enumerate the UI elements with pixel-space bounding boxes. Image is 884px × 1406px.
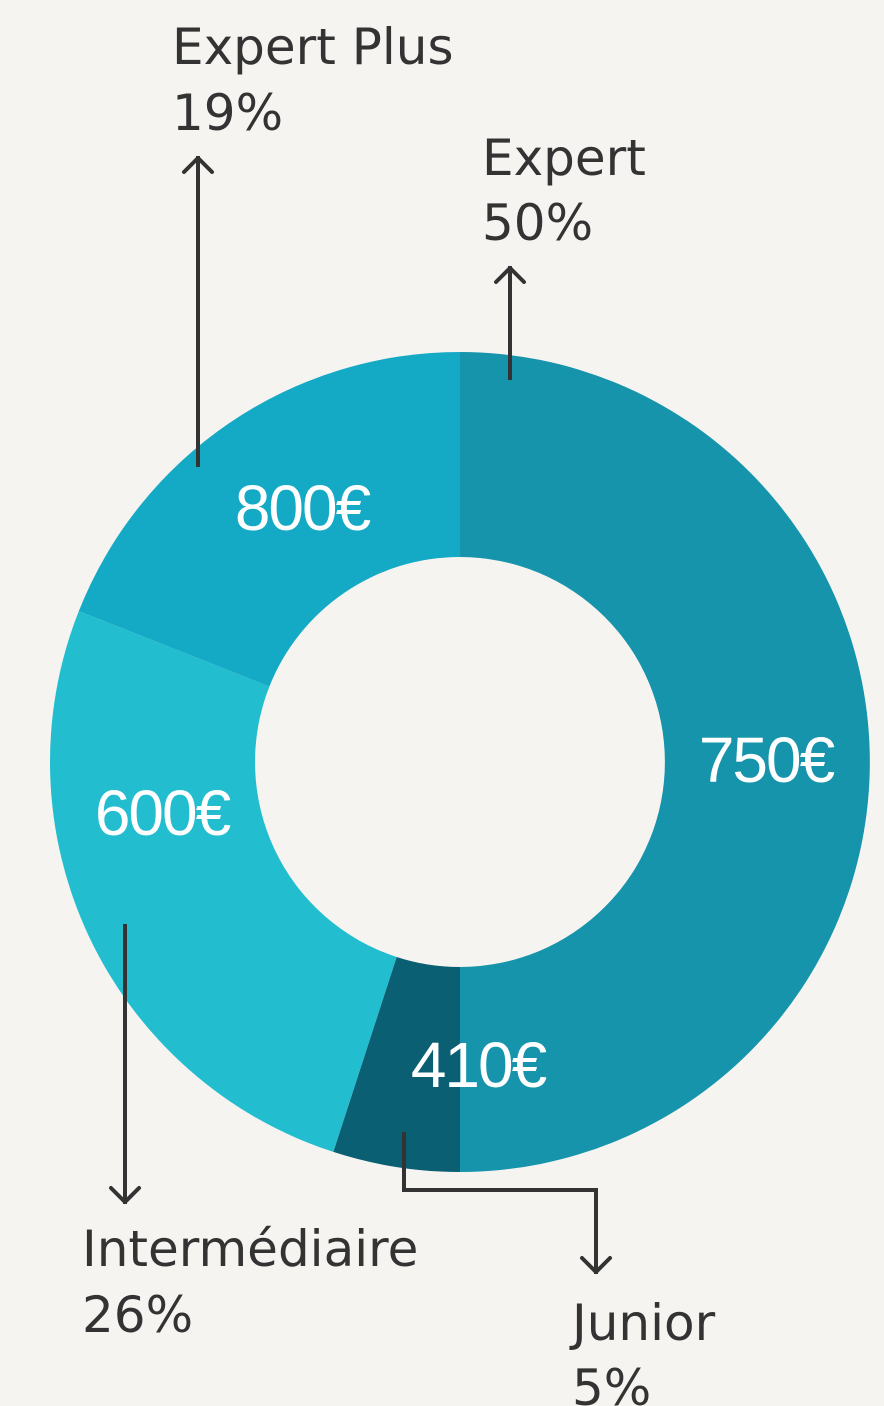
callout-name-expert: Expert [482, 129, 646, 187]
callout-percent-expert: 50% [482, 194, 593, 252]
callout-percent-intermediaire: 26% [82, 1286, 193, 1344]
callout-percent-junior: 5% [572, 1359, 651, 1406]
slice-value-label-intermediaire: 600€ [95, 777, 231, 849]
slice-expert-plus [78, 352, 461, 687]
callout-name-intermediaire: Intermédiaire [82, 1220, 418, 1278]
callout-arrow-junior [402, 1132, 598, 1274]
callout-arrowhead-junior [580, 1256, 612, 1274]
slice-value-label-expert: 750€ [699, 724, 835, 796]
callout-name-junior: Junior [569, 1294, 716, 1352]
callout-arrowhead-intermediaire [109, 1186, 141, 1204]
slice-value-label-junior: 410€ [411, 1029, 547, 1101]
slice-expert [460, 352, 870, 1172]
slice-intermediaire [49, 611, 397, 1152]
slice-value-label-expert-plus: 800€ [235, 472, 371, 544]
callout-percent-expert-plus: 19% [172, 84, 283, 142]
callout-arrowhead-expert [494, 266, 526, 284]
slice-junior [333, 956, 460, 1172]
callout-arrowhead-expert-plus [182, 156, 214, 174]
callout-name-expert-plus: Expert Plus [172, 18, 454, 76]
